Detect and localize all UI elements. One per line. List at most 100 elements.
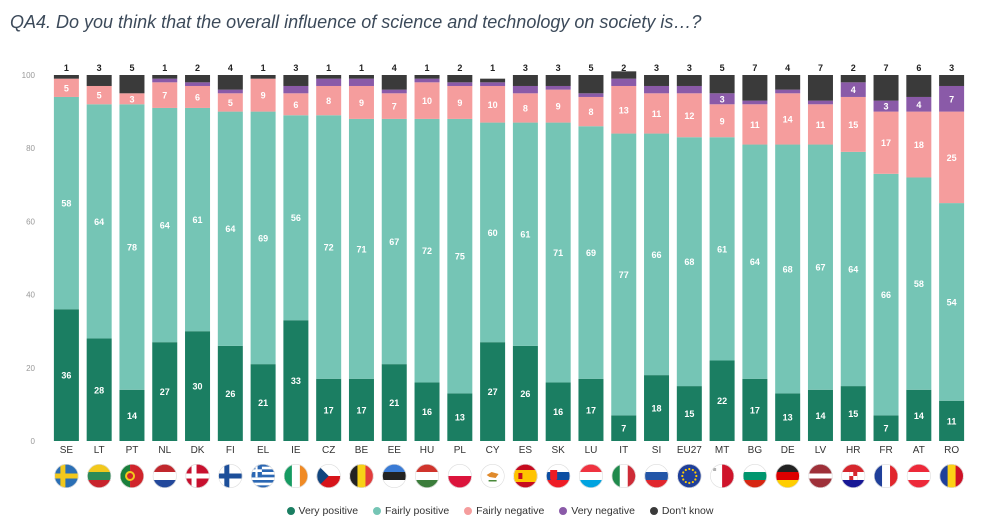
flag-part — [251, 464, 276, 467]
flag-part — [218, 473, 243, 479]
flag-part — [546, 472, 571, 481]
flag-ee-icon — [382, 464, 407, 488]
bar-segment-very-negative — [676, 85, 702, 94]
flag-part — [251, 472, 276, 475]
flag-part — [546, 480, 571, 488]
bar-segment-very-negative — [742, 100, 768, 105]
chart-legend: Very positive Fairly positive Fairly neg… — [0, 505, 1000, 518]
bar-segment-very-negative — [283, 85, 309, 94]
data-label: 16 — [553, 407, 563, 417]
bar-segment-don-t-know — [545, 75, 571, 86]
flag-outline — [808, 463, 833, 488]
data-label: 18 — [652, 404, 662, 414]
flag-part — [357, 464, 366, 488]
bar-segment-fairly-positive — [414, 118, 440, 383]
flag-part — [251, 469, 276, 473]
data-label: 8 — [588, 107, 593, 117]
flag-part — [691, 480, 694, 484]
data-label: 6 — [195, 92, 200, 102]
bar-segment-fairly-negative — [217, 93, 243, 112]
bar-segment-very-negative — [906, 96, 932, 112]
x-tick-label: EU27 — [677, 445, 702, 456]
data-label: 11 — [816, 120, 826, 130]
flag-sk-icon — [546, 464, 571, 488]
data-label: 67 — [389, 237, 399, 247]
data-label: 9 — [359, 98, 364, 108]
flag-part — [291, 464, 301, 488]
bar-segment-fairly-negative — [86, 85, 112, 105]
flag-outline — [578, 463, 603, 488]
data-label: 21 — [258, 398, 268, 408]
bar-segment-don-t-know — [611, 71, 637, 79]
bar-segment-fairly-positive — [250, 111, 276, 365]
flag-outline — [54, 463, 79, 488]
top-label: 1 — [359, 63, 364, 73]
bar-segment-fairly-negative — [512, 93, 538, 123]
flag-part — [251, 485, 276, 488]
flag-part — [87, 472, 112, 481]
flag-hu-icon — [415, 464, 440, 488]
flag-part — [251, 480, 276, 483]
data-label: 9 — [720, 116, 725, 126]
flag-part — [682, 478, 685, 481]
data-label: 58 — [914, 279, 924, 289]
bar-segment-fairly-positive — [742, 144, 768, 379]
bar-segment-fairly-positive — [381, 118, 407, 365]
flag-part — [578, 480, 603, 488]
top-label: 7 — [818, 63, 823, 73]
flag-part — [955, 464, 964, 488]
top-label: 1 — [425, 63, 430, 73]
flag-nl-icon — [152, 464, 177, 488]
bar-segment-very-positive — [447, 393, 473, 441]
flag-outline — [415, 463, 440, 488]
data-label: 18 — [914, 140, 924, 150]
bar-segment-don-t-know — [414, 75, 440, 79]
top-label: 1 — [162, 63, 167, 73]
flag-part — [742, 472, 767, 481]
flag-part — [906, 480, 931, 488]
y-tick-label: 20 — [26, 364, 35, 373]
flag-outline — [939, 463, 964, 488]
flag-fi-icon — [218, 464, 243, 488]
data-label: 17 — [324, 405, 334, 415]
bar-segment-fairly-positive — [676, 137, 702, 387]
flag-outline — [742, 463, 767, 488]
flag-part — [578, 464, 603, 473]
flag-part — [742, 480, 767, 488]
data-label: 14 — [914, 411, 924, 421]
bar-segment-very-negative — [480, 82, 506, 86]
data-label: 78 — [127, 243, 137, 253]
bar-segment-don-t-know — [316, 75, 342, 79]
data-label: 3 — [129, 94, 134, 104]
bar-segment-very-positive — [381, 364, 407, 441]
flag-outline — [251, 463, 276, 488]
flag-part — [550, 470, 558, 483]
flag-fr-icon — [874, 464, 899, 488]
bar-segment-fairly-negative — [873, 111, 899, 174]
bar-segment-fairly-positive — [873, 173, 899, 416]
data-label: 64 — [225, 224, 235, 234]
bar-segment-very-negative — [447, 82, 473, 86]
flag-part — [684, 480, 687, 484]
flag-part — [87, 480, 112, 488]
bar-segment-very-positive — [283, 320, 309, 441]
data-label: 68 — [684, 257, 694, 267]
flag-part — [415, 480, 440, 488]
data-label: 67 — [815, 263, 825, 273]
bar-segment-very-positive — [676, 386, 702, 441]
top-label: 2 — [195, 63, 200, 73]
flag-part — [415, 464, 440, 473]
flag-part — [349, 464, 358, 488]
flag-part — [365, 464, 374, 488]
top-label: 3 — [687, 63, 692, 73]
flag-it-icon — [611, 464, 636, 488]
flag-de-icon — [775, 464, 800, 488]
x-tick-label: CY — [486, 445, 500, 456]
flag-outline — [775, 463, 800, 488]
bar-segment-don-t-know — [578, 75, 604, 94]
data-label: 10 — [488, 100, 498, 110]
flag-part — [299, 464, 308, 488]
data-label: 30 — [193, 382, 203, 392]
flag-part — [775, 472, 800, 481]
bar-segment-don-t-know — [86, 75, 112, 86]
